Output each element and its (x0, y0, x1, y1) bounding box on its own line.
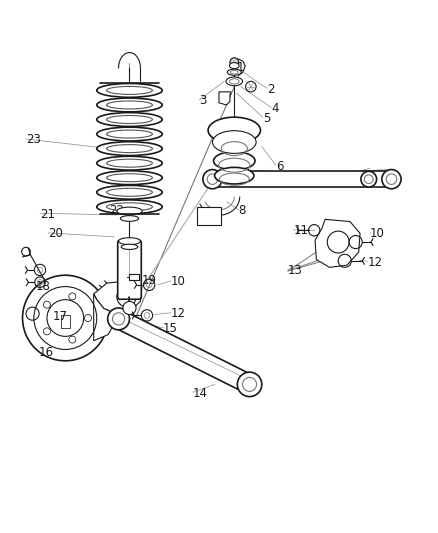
Text: 6: 6 (276, 159, 283, 173)
Ellipse shape (208, 117, 261, 143)
Ellipse shape (97, 156, 162, 170)
Circle shape (123, 302, 136, 314)
Ellipse shape (212, 131, 256, 154)
Ellipse shape (97, 112, 162, 126)
Text: 12: 12 (367, 256, 382, 269)
Circle shape (382, 169, 401, 189)
Text: 8: 8 (239, 204, 246, 217)
Text: 16: 16 (39, 346, 54, 359)
Text: 11: 11 (293, 224, 308, 237)
Bar (130, 274, 139, 280)
Text: 1: 1 (237, 61, 244, 74)
Text: 2: 2 (267, 83, 275, 96)
Ellipse shape (97, 185, 162, 199)
Ellipse shape (97, 171, 162, 184)
Polygon shape (219, 92, 231, 105)
Circle shape (230, 58, 239, 67)
Polygon shape (210, 171, 387, 187)
Ellipse shape (119, 238, 141, 245)
Circle shape (108, 308, 130, 330)
Circle shape (246, 82, 256, 92)
Text: 10: 10 (171, 275, 186, 288)
Ellipse shape (227, 69, 241, 75)
Circle shape (22, 275, 108, 361)
Text: 13: 13 (288, 264, 303, 277)
Text: 19: 19 (141, 274, 156, 287)
Ellipse shape (230, 62, 239, 69)
Ellipse shape (226, 77, 243, 86)
Text: 20: 20 (48, 227, 63, 240)
Text: 15: 15 (163, 322, 178, 335)
Text: 9: 9 (359, 175, 366, 188)
Ellipse shape (215, 167, 254, 184)
Bar (197, 207, 221, 225)
Polygon shape (94, 281, 142, 313)
Ellipse shape (120, 216, 139, 221)
Ellipse shape (97, 200, 162, 214)
Text: 12: 12 (171, 307, 186, 320)
Circle shape (203, 169, 222, 189)
Text: 21: 21 (40, 208, 55, 221)
Polygon shape (114, 310, 254, 393)
Text: 10: 10 (370, 227, 385, 240)
Bar (61, 314, 70, 328)
Ellipse shape (121, 244, 138, 249)
Ellipse shape (117, 207, 142, 215)
Ellipse shape (97, 84, 162, 98)
Text: 22: 22 (109, 204, 124, 217)
FancyBboxPatch shape (118, 240, 141, 299)
Circle shape (237, 372, 262, 397)
Ellipse shape (97, 98, 162, 112)
Text: 18: 18 (35, 280, 50, 293)
Text: 4: 4 (272, 102, 279, 115)
Text: 7: 7 (276, 173, 283, 185)
Ellipse shape (97, 127, 162, 141)
Text: 14: 14 (193, 386, 208, 400)
Circle shape (361, 171, 377, 187)
Text: 5: 5 (263, 111, 270, 125)
Ellipse shape (214, 152, 255, 170)
Text: 23: 23 (26, 133, 41, 147)
Text: 3: 3 (199, 94, 207, 107)
Polygon shape (315, 220, 360, 268)
Ellipse shape (97, 142, 162, 156)
Polygon shape (94, 294, 116, 341)
Text: 17: 17 (53, 310, 68, 323)
